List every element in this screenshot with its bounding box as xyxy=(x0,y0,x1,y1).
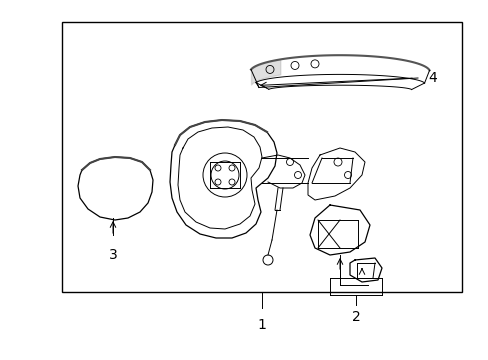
Text: 3: 3 xyxy=(108,248,117,262)
Text: 2: 2 xyxy=(351,310,360,324)
Text: 4: 4 xyxy=(427,71,436,85)
Bar xyxy=(62,22,461,292)
Text: 1: 1 xyxy=(257,318,266,332)
